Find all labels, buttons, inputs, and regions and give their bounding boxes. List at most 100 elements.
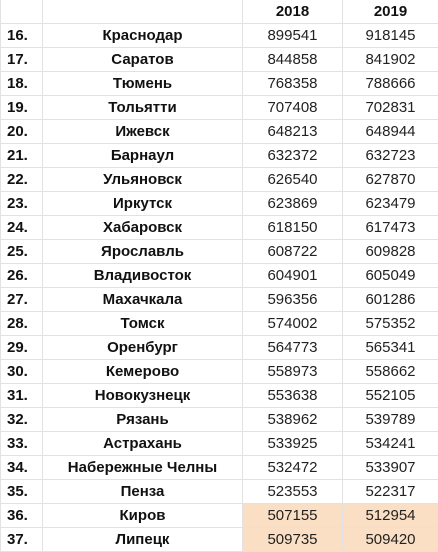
population-2018-cell: 844858 xyxy=(243,48,343,72)
population-2018-cell: 553638 xyxy=(243,384,343,408)
population-2019-cell: 539789 xyxy=(343,408,438,432)
population-2019-cell: 558662 xyxy=(343,360,438,384)
rank-cell: 35. xyxy=(1,480,43,504)
city-name-cell: Астрахань xyxy=(43,432,243,456)
population-2018-cell: 507155 xyxy=(243,504,343,528)
rank-cell: 16. xyxy=(1,24,43,48)
population-2019-cell: 609828 xyxy=(343,240,438,264)
rank-cell: 18. xyxy=(1,72,43,96)
rank-cell: 27. xyxy=(1,288,43,312)
population-2019-cell: 648944 xyxy=(343,120,438,144)
rank-cell: 33. xyxy=(1,432,43,456)
population-2019-cell: 788666 xyxy=(343,72,438,96)
rank-cell: 25. xyxy=(1,240,43,264)
population-2018-cell: 558973 xyxy=(243,360,343,384)
rank-cell: 37. xyxy=(1,528,43,552)
rank-cell: 21. xyxy=(1,144,43,168)
population-2018-cell: 618150 xyxy=(243,216,343,240)
population-2018-cell: 596356 xyxy=(243,288,343,312)
population-2019-cell: 623479 xyxy=(343,192,438,216)
population-2018-cell: 768358 xyxy=(243,72,343,96)
population-2018-cell: 523553 xyxy=(243,480,343,504)
population-2018-cell: 623869 xyxy=(243,192,343,216)
rank-cell: 29. xyxy=(1,336,43,360)
city-name-cell: Владивосток xyxy=(43,264,243,288)
city-name-cell: Краснодар xyxy=(43,24,243,48)
population-2019-cell: 565341 xyxy=(343,336,438,360)
population-2019-cell: 509420 xyxy=(343,528,438,552)
city-name-cell: Рязань xyxy=(43,408,243,432)
population-2019-cell: 702831 xyxy=(343,96,438,120)
population-2019-cell: 601286 xyxy=(343,288,438,312)
population-2019-cell: 512954 xyxy=(343,504,438,528)
population-2018-cell: 626540 xyxy=(243,168,343,192)
rank-cell: 24. xyxy=(1,216,43,240)
population-2018-cell: 648213 xyxy=(243,120,343,144)
rank-cell: 19. xyxy=(1,96,43,120)
population-2018-cell: 608722 xyxy=(243,240,343,264)
population-2018-cell: 509735 xyxy=(243,528,343,552)
population-2018-cell: 574002 xyxy=(243,312,343,336)
city-name-cell: Ижевск xyxy=(43,120,243,144)
rank-cell: 31. xyxy=(1,384,43,408)
population-2018-cell: 632372 xyxy=(243,144,343,168)
city-name-cell: Набережные Челны xyxy=(43,456,243,480)
city-name-cell: Ульяновск xyxy=(43,168,243,192)
population-2018-cell: 533925 xyxy=(243,432,343,456)
population-2018-cell: 564773 xyxy=(243,336,343,360)
city-name-cell: Хабаровск xyxy=(43,216,243,240)
city-name-cell: Пенза xyxy=(43,480,243,504)
population-2019-cell: 522317 xyxy=(343,480,438,504)
city-name-cell: Иркутск xyxy=(43,192,243,216)
city-name-cell: Кемерово xyxy=(43,360,243,384)
rank-cell: 26. xyxy=(1,264,43,288)
rank-cell: 20. xyxy=(1,120,43,144)
header-year-2019: 2019 xyxy=(343,0,438,24)
population-2019-cell: 918145 xyxy=(343,24,438,48)
population-2019-cell: 575352 xyxy=(343,312,438,336)
rank-cell: 17. xyxy=(1,48,43,72)
city-name-cell: Саратов xyxy=(43,48,243,72)
header-row: 2018 2019 xyxy=(1,0,438,24)
population-2019-cell: 533907 xyxy=(343,456,438,480)
population-2019-cell: 534241 xyxy=(343,432,438,456)
population-2018-cell: 604901 xyxy=(243,264,343,288)
city-name-cell: Ярославль xyxy=(43,240,243,264)
city-name-cell: Барнаул xyxy=(43,144,243,168)
population-2018-cell: 707408 xyxy=(243,96,343,120)
header-rank xyxy=(1,0,43,24)
city-name-cell: Тольятти xyxy=(43,96,243,120)
header-city xyxy=(43,0,243,24)
population-2019-cell: 627870 xyxy=(343,168,438,192)
city-name-cell: Оренбург xyxy=(43,336,243,360)
population-2018-cell: 532472 xyxy=(243,456,343,480)
city-name-cell: Томск xyxy=(43,312,243,336)
city-name-cell: Махачкала xyxy=(43,288,243,312)
rank-cell: 22. xyxy=(1,168,43,192)
rank-cell: 32. xyxy=(1,408,43,432)
rank-cell: 34. xyxy=(1,456,43,480)
city-name-cell: Тюмень xyxy=(43,72,243,96)
